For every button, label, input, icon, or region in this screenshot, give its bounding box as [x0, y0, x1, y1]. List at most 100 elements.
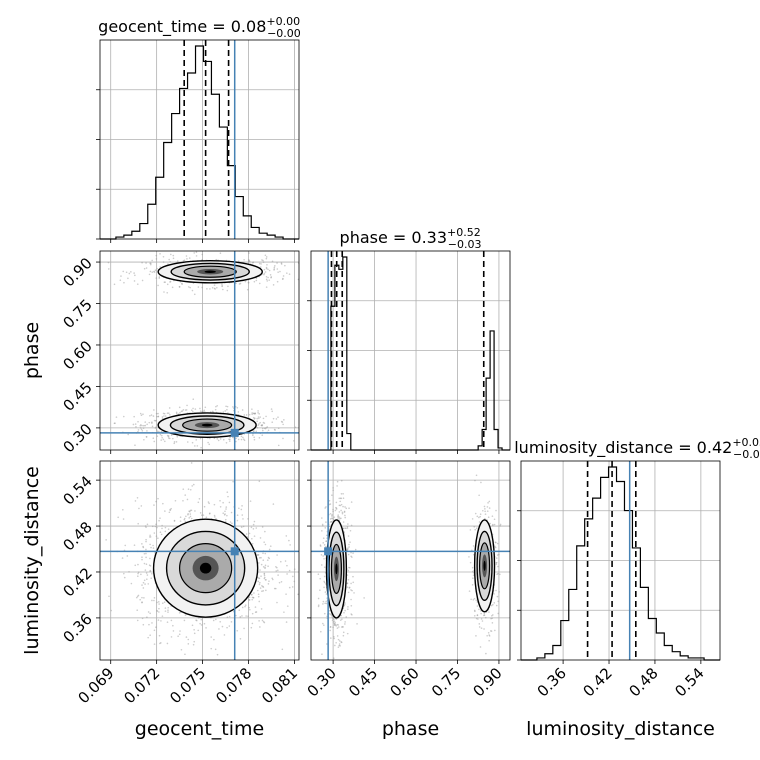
sample-point — [274, 429, 276, 431]
sample-point — [493, 523, 496, 526]
sample-point — [473, 597, 476, 600]
sample-point — [256, 426, 259, 429]
sample-point — [191, 441, 194, 444]
sample-point — [156, 267, 158, 270]
sample-point — [336, 485, 338, 487]
sample-point — [146, 578, 148, 581]
sample-point — [227, 495, 229, 498]
sample-point — [142, 581, 145, 584]
sample-point — [276, 280, 279, 283]
sample-point — [222, 288, 224, 291]
sample-point — [174, 499, 177, 502]
sample-point — [474, 528, 477, 531]
sample-point — [261, 424, 264, 427]
sample-point — [122, 508, 124, 511]
sample-point — [265, 589, 267, 592]
sample-point — [323, 612, 326, 615]
y-tick-label: 0.60 — [59, 337, 95, 373]
sample-point — [363, 597, 365, 599]
sample-point — [277, 271, 279, 273]
sample-point — [347, 608, 349, 611]
sample-point — [476, 605, 479, 607]
sample-point — [140, 428, 143, 431]
density-fill — [335, 563, 338, 575]
sample-point — [339, 517, 341, 520]
sample-point — [470, 598, 472, 601]
sample-point — [289, 544, 291, 546]
sample-point — [216, 404, 218, 407]
sample-point — [499, 523, 502, 526]
sample-point — [479, 646, 482, 648]
sample-point — [252, 434, 254, 437]
sample-point — [253, 430, 255, 432]
sample-point — [331, 617, 334, 620]
sample-point — [257, 412, 259, 414]
sample-point — [251, 598, 254, 601]
sample-point — [226, 616, 229, 618]
sample-point — [260, 563, 263, 566]
sample-point — [190, 517, 193, 520]
sample-point — [213, 514, 216, 517]
sample-point — [497, 600, 499, 603]
sample-point — [293, 440, 295, 442]
sample-point — [156, 601, 158, 604]
sample-point — [285, 621, 288, 623]
sample-point — [149, 534, 151, 537]
sample-point — [323, 624, 325, 626]
sample-point — [335, 508, 338, 510]
sample-point — [175, 411, 178, 414]
sample-point — [181, 283, 183, 285]
sample-point — [251, 622, 254, 625]
sample-point — [192, 407, 194, 410]
sample-point — [137, 429, 140, 431]
sample-point — [340, 492, 343, 495]
sample-point — [248, 532, 251, 535]
sample-point — [281, 421, 284, 423]
panels: geocent_time = 0.08+0.00 −0.00 phase = 0.3… — [59, 15, 760, 707]
sample-point — [201, 286, 203, 289]
sample-point — [144, 421, 147, 423]
sample-point — [196, 445, 199, 447]
sample-point — [484, 517, 486, 520]
sample-point — [195, 439, 198, 441]
sample-point — [276, 268, 279, 270]
sample-point — [229, 521, 232, 523]
sample-point — [325, 506, 327, 508]
sample-point — [193, 640, 196, 643]
sample-point — [152, 547, 155, 549]
sample-point — [146, 430, 148, 432]
sample-point — [158, 603, 160, 605]
sample-point — [473, 525, 476, 528]
sample-point — [179, 516, 182, 519]
sample-point — [251, 542, 254, 545]
sample-point — [349, 541, 351, 543]
sample-point — [162, 261, 165, 263]
sample-point — [351, 589, 353, 592]
sample-point — [208, 513, 211, 515]
sample-point — [197, 629, 200, 632]
sample-point — [322, 600, 325, 603]
sample-point — [344, 514, 346, 517]
sample-point — [221, 625, 224, 628]
sample-point — [145, 526, 147, 529]
sample-point — [475, 599, 478, 601]
sample-point — [226, 667, 228, 669]
sample-point — [218, 628, 220, 630]
sample-point — [340, 497, 342, 500]
sample-point — [472, 577, 474, 579]
sample-point — [335, 641, 337, 644]
x-tick-label: 0.36 — [534, 664, 570, 700]
sample-point — [149, 270, 152, 273]
sample-point — [130, 271, 132, 273]
sample-point — [169, 280, 172, 283]
sample-point — [226, 405, 229, 408]
hist-panel-phase: phase = 0.33+0.52 −0.03 — [307, 226, 511, 454]
sample-point — [140, 414, 143, 417]
sample-point — [484, 616, 487, 619]
sample-point — [148, 273, 151, 276]
sample-point — [164, 510, 166, 512]
sample-point — [325, 593, 328, 595]
sample-point — [341, 618, 343, 620]
sample-point — [301, 636, 303, 638]
sample-point — [333, 637, 335, 640]
